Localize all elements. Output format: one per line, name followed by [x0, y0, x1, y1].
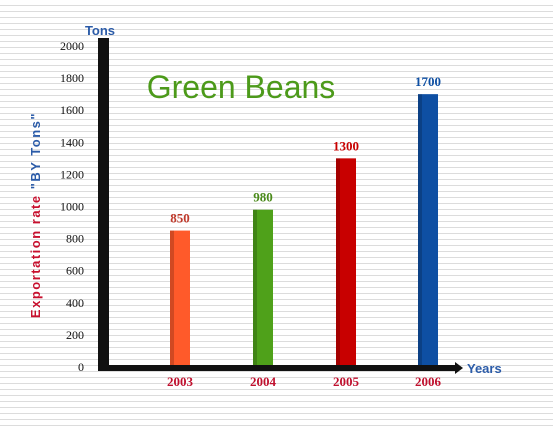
y-tick-labels: 0 200 400 600 800 1000 1200 1400 1600 1800 2000 — [60, 39, 84, 374]
y-axis-label: Exportation rate "BY Tons" — [28, 112, 43, 318]
y-tick-label: 600 — [66, 264, 84, 278]
bar-group-2004: 980 2004 — [250, 190, 277, 389]
chart-title: Green Beans — [147, 69, 336, 105]
bar-shade — [418, 94, 422, 368]
y-tick-label: 400 — [66, 296, 84, 310]
x-tick-label: 2005 — [333, 374, 360, 389]
y-tick-label: 1000 — [60, 200, 84, 214]
bars: 850 2003 980 2004 1300 2005 1700 2006 — [167, 74, 442, 389]
y-tick-label: 800 — [66, 232, 84, 246]
data-label: 1300 — [333, 138, 359, 153]
y-axis-label-suffix: "BY Tons" — [28, 112, 43, 189]
x-axis-line — [98, 365, 455, 371]
y-tick-label: 1200 — [60, 167, 84, 181]
bar — [418, 94, 438, 368]
bar — [170, 230, 190, 367]
x-axis-label: Years — [467, 361, 502, 376]
bar-group-2003: 850 2003 — [167, 211, 194, 389]
bar-shade — [170, 230, 174, 367]
x-axis-arrow — [455, 362, 463, 374]
y-tick-label: 200 — [66, 328, 84, 342]
y-tick-label: 1600 — [60, 103, 84, 117]
axes — [98, 38, 463, 374]
bar-group-2006: 1700 2006 — [415, 74, 442, 389]
y-axis-label-prefix: Exportation rate — [28, 194, 43, 318]
y-tick-label: 2000 — [60, 39, 84, 53]
bar-shade — [336, 158, 340, 367]
y-tick-label: 1400 — [60, 135, 84, 149]
data-label: 980 — [253, 190, 273, 205]
data-label: 850 — [170, 211, 190, 226]
bar-group-2005: 1300 2005 — [333, 138, 360, 389]
bar — [253, 209, 273, 367]
x-tick-label: 2003 — [167, 374, 194, 389]
y-axis-line — [98, 38, 109, 371]
y-axis-unit-label: Tons — [85, 23, 115, 38]
x-tick-label: 2006 — [415, 374, 442, 389]
x-tick-label: 2004 — [250, 374, 277, 389]
bar — [336, 158, 356, 367]
y-tick-label: 0 — [78, 360, 84, 374]
data-label: 1700 — [415, 74, 441, 89]
bar-shade — [253, 209, 257, 367]
y-tick-label: 1800 — [60, 71, 84, 85]
